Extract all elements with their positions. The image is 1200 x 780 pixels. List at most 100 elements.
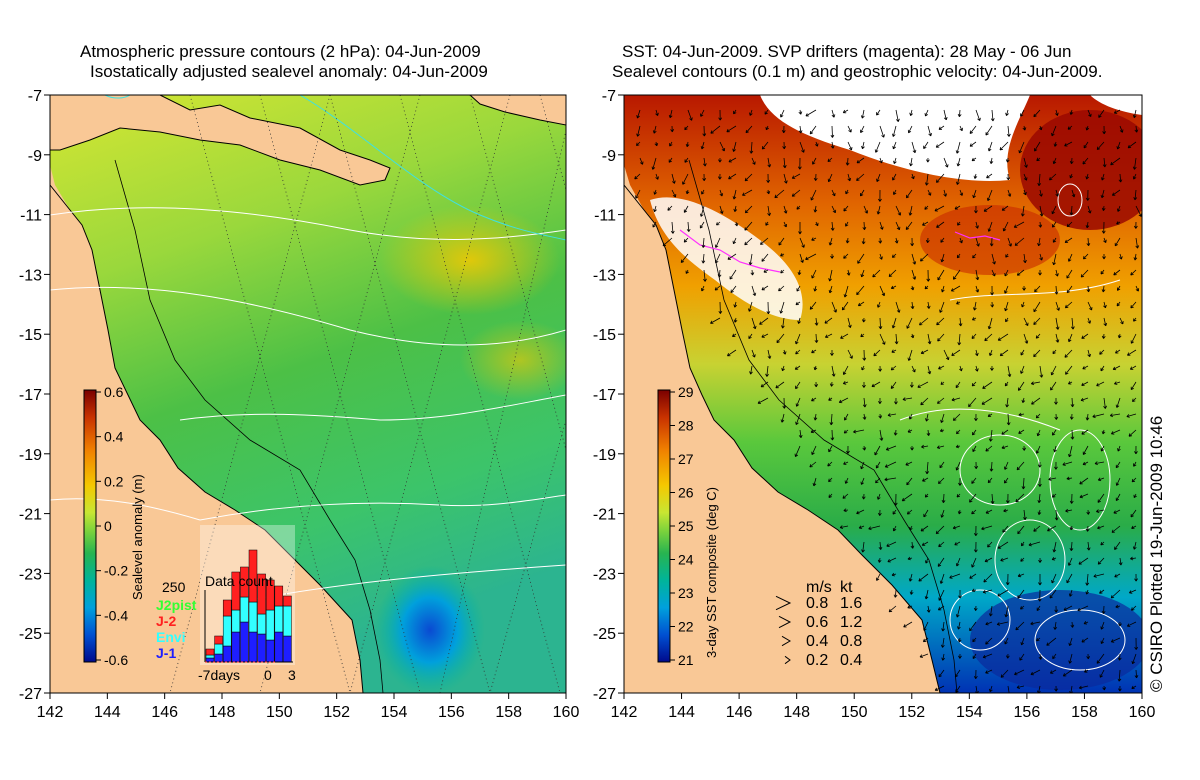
velocity-arrow xyxy=(763,269,769,273)
velocity-arrow xyxy=(671,173,676,184)
velocity-arrow xyxy=(842,381,849,385)
velocity-arrow xyxy=(1080,397,1089,402)
velocity-arrow xyxy=(1004,477,1009,484)
velocity-arrow xyxy=(828,477,833,483)
left-colorbar: 0.6 0.4 0.2 0 -0.2 -0.4 -0.6 Sealevel anomaly … xyxy=(83,384,145,668)
velocity-arrow xyxy=(1038,270,1042,276)
velocity-arrow xyxy=(669,141,673,147)
velocity-arrow xyxy=(767,157,772,168)
velocity-arrow xyxy=(1033,301,1041,313)
velocity-arrow xyxy=(1054,685,1058,692)
velocity-arrow xyxy=(757,397,769,404)
right-y-tick-label: -17 xyxy=(593,387,616,404)
velocity-arrow xyxy=(775,381,785,389)
right-y-tick-label: -7 xyxy=(602,88,616,105)
left-colorbar-tick-label: 0.4 xyxy=(104,429,124,445)
velocity-arrow xyxy=(1087,349,1091,358)
velocity-arrow xyxy=(1096,653,1105,664)
velocity-arrow xyxy=(749,141,754,154)
velocity-arrow xyxy=(1134,573,1138,582)
velocity-arrow xyxy=(1113,109,1121,114)
velocity-arrow xyxy=(938,589,945,601)
velocity-arrow xyxy=(1071,189,1076,198)
velocity-arrow xyxy=(1130,333,1137,344)
velocity-arrow xyxy=(923,509,929,518)
velocity-arrow xyxy=(653,189,658,195)
velocity-arrow xyxy=(959,189,964,196)
velocity-arrow xyxy=(934,685,945,691)
velocity-arrow xyxy=(890,365,897,371)
velocity-arrow xyxy=(750,269,755,276)
velocity-arrow xyxy=(879,285,886,297)
velocity-arrow xyxy=(1007,365,1012,377)
right-cool-core xyxy=(970,590,1142,690)
inset-bar-segment xyxy=(240,566,249,598)
velocity-arrow xyxy=(910,541,915,549)
velocity-arrow xyxy=(794,365,801,370)
velocity-arrow xyxy=(1053,445,1057,453)
velocity-arrow xyxy=(853,429,865,434)
velocity-arrow xyxy=(847,317,852,328)
left-colorbar-tick-label: 0 xyxy=(104,518,112,534)
velocity-arrow xyxy=(799,253,804,263)
inset-bar-segment xyxy=(265,609,275,641)
velocity-arrow xyxy=(744,173,753,182)
velocity-arrow xyxy=(782,157,787,169)
velocity-arrow xyxy=(937,269,945,281)
velocity-arrow xyxy=(987,541,993,548)
velocity-arrow xyxy=(943,109,948,121)
velocity-arrow xyxy=(1131,605,1137,611)
velocity-arrow xyxy=(831,205,837,214)
velocity-arrow xyxy=(782,141,787,150)
velocity-arrow xyxy=(1101,605,1106,614)
velocity-arrow xyxy=(732,189,737,200)
velocity-arrow xyxy=(805,109,817,117)
velocity-arrow xyxy=(1101,205,1106,211)
velocity-arrow xyxy=(975,221,979,229)
velocity-arrow xyxy=(844,477,849,484)
inset-bar-segment xyxy=(265,639,275,663)
velocity-arrow xyxy=(911,365,916,373)
velocity-arrow xyxy=(956,493,961,498)
velocity-arrow xyxy=(871,381,881,388)
velocity-arrow xyxy=(892,173,897,181)
velocity-arrow xyxy=(907,349,913,361)
velocity-arrow xyxy=(1052,221,1057,228)
velocity-arrow xyxy=(974,205,978,214)
velocity-arrow xyxy=(1038,125,1043,131)
right-shelf-edge xyxy=(688,159,958,693)
velocity-arrow xyxy=(861,317,866,323)
velocity-arrow xyxy=(1069,541,1074,552)
velocity-arrow xyxy=(1133,253,1138,261)
velocity-arrow xyxy=(1062,461,1073,466)
velocity-arrow xyxy=(728,173,737,180)
velocity-arrow xyxy=(1021,205,1025,217)
velocity-arrow xyxy=(781,365,785,372)
velocity-arrow xyxy=(811,445,817,456)
right-velocity-field xyxy=(634,109,1142,693)
velocity-arrow xyxy=(765,125,770,131)
inset-legend-item: J-2 xyxy=(156,613,176,629)
velocity-arrow xyxy=(955,461,961,471)
velocity-arrow xyxy=(1030,381,1041,386)
velocity-arrow xyxy=(989,461,994,472)
left-colorbar-label: Sealevel anomaly (m) xyxy=(130,474,145,600)
inset-x-right: 3 xyxy=(288,667,296,683)
velocity-arrow xyxy=(700,109,705,117)
velocity-arrow xyxy=(1098,109,1105,118)
velocity-arrow xyxy=(856,173,865,181)
velocity-arrow xyxy=(999,349,1009,357)
velocity-arrow xyxy=(1087,205,1092,214)
right-y-tick-label: -21 xyxy=(593,507,616,524)
velocity-arrow xyxy=(1087,317,1091,324)
left-colorbar-tick-label: 0.6 xyxy=(104,384,124,400)
velocity-arrow xyxy=(926,269,931,282)
velocity-arrow xyxy=(1133,189,1138,201)
velocity-arrow xyxy=(797,157,802,170)
velocity-arrow xyxy=(972,253,977,259)
velocity-arrow xyxy=(1054,509,1059,521)
velocity-arrow xyxy=(910,333,915,339)
velocity-arrow xyxy=(1003,508,1009,513)
velocity-arrow xyxy=(937,557,945,567)
velocity-arrow xyxy=(845,157,850,166)
